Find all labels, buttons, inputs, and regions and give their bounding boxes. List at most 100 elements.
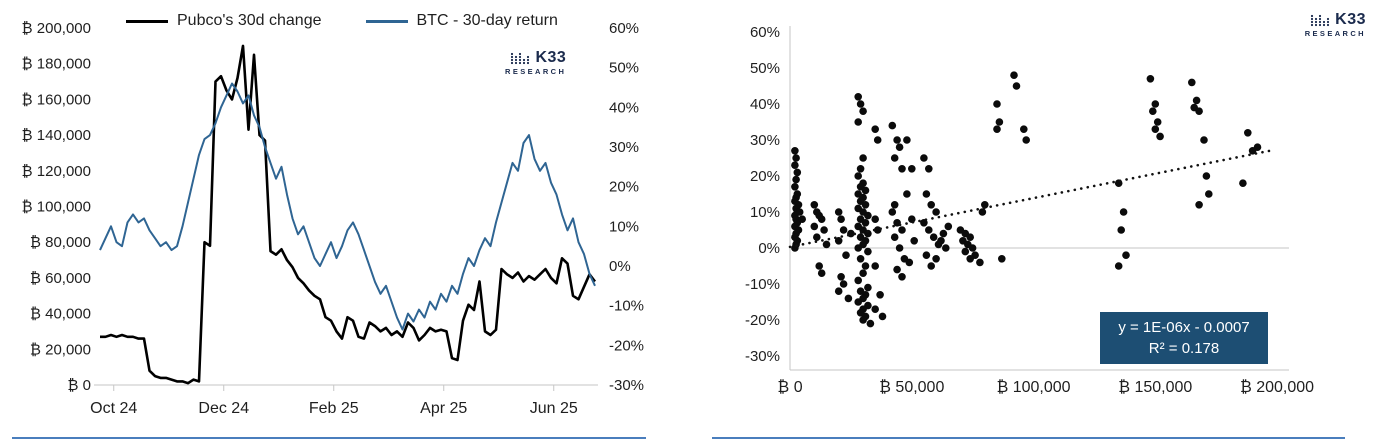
data-point	[1010, 71, 1018, 79]
brand-name: K33	[1335, 11, 1366, 28]
legend: Pubco's 30d change BTC - 30-day return	[126, 12, 558, 30]
data-point	[792, 154, 800, 162]
pubco-btc-line-chart-panel: Oct 24 Dec 24 Feb 25 Apr 25 Jun 25 ₿ 0 ₿ 20,00…	[12, 12, 646, 439]
data-point	[1151, 100, 1160, 108]
data-point	[791, 147, 799, 155]
data-point	[1146, 75, 1155, 83]
data-point	[842, 251, 850, 259]
legend-label-pubco: Pubco's 30d change	[177, 12, 322, 29]
data-point	[864, 211, 872, 220]
data-point	[795, 208, 804, 216]
data-point	[1195, 107, 1203, 115]
data-point	[817, 215, 826, 223]
y-tick-label: -20%	[745, 312, 780, 329]
data-point	[839, 226, 848, 234]
regression-r2: R² = 0.178	[1148, 340, 1220, 357]
data-point	[1153, 118, 1162, 126]
data-point	[939, 229, 948, 238]
data-point	[822, 240, 831, 249]
y-right-label: -20%	[609, 337, 644, 354]
data-point	[1020, 125, 1028, 133]
k33-logo-row: K33	[510, 50, 566, 66]
data-point	[927, 201, 935, 209]
y-left-label: ₿ 0	[67, 377, 91, 394]
data-point	[839, 280, 848, 288]
scatter-chart-panel: ₿ 0 ₿ 50,000 ₿ 100,000 ₿ 150,000 ₿ 200,000 -3…	[690, 0, 1380, 445]
data-point	[893, 265, 901, 274]
x-tick-label: Apr 25	[420, 400, 467, 417]
y-left-label: ₿ 80,000	[30, 234, 91, 251]
data-point	[922, 251, 931, 259]
data-point	[898, 273, 906, 281]
y-right-label: 60%	[609, 20, 639, 37]
y-tick-label: -10%	[745, 276, 780, 293]
y-left-label: ₿ 60,000	[30, 270, 91, 287]
data-point	[910, 237, 918, 245]
data-point	[1149, 107, 1157, 115]
data-point	[861, 219, 870, 227]
data-point	[817, 269, 826, 278]
data-point	[932, 208, 940, 216]
data-point	[922, 190, 931, 198]
x-tick-label: ₿ 50,000	[879, 378, 944, 396]
y-tick-label: 10%	[750, 204, 780, 221]
data-point	[834, 237, 843, 245]
data-point	[1122, 251, 1130, 259]
panel-divider	[12, 437, 646, 439]
data-point	[791, 183, 799, 191]
data-point	[1114, 262, 1123, 270]
data-point	[871, 215, 879, 223]
y-tick-label: 60%	[750, 24, 780, 41]
y-tick-label: 0%	[758, 240, 780, 257]
data-point	[944, 222, 953, 231]
data-point	[837, 273, 845, 281]
data-point	[927, 262, 935, 270]
data-point	[925, 226, 933, 234]
y-tick-label: 30%	[750, 132, 780, 149]
series-line-0	[100, 44, 597, 385]
data-point	[995, 118, 1004, 126]
y-right-label: 40%	[609, 99, 639, 116]
data-point	[976, 258, 984, 267]
data-point	[1192, 96, 1201, 105]
data-point	[1195, 201, 1203, 209]
data-point	[888, 208, 897, 216]
data-point	[966, 233, 974, 241]
data-point	[878, 312, 887, 321]
brand-name: K33	[535, 49, 567, 66]
data-point	[859, 107, 867, 115]
data-point	[815, 262, 823, 270]
data-point	[898, 226, 906, 234]
x-tick-label: Oct 24	[90, 400, 137, 417]
y-right-label: 0%	[609, 258, 631, 275]
y-left-label: ₿ 160,000	[22, 91, 92, 108]
data-point	[810, 201, 819, 209]
data-point	[890, 233, 899, 241]
y-right-label: -30%	[609, 377, 644, 394]
data-point	[793, 168, 802, 177]
btc-line-swatch	[365, 19, 408, 23]
x-tick-label: ₿ 100,000	[996, 378, 1070, 396]
pubco-line-swatch	[126, 19, 168, 23]
k33-dots-icon	[511, 52, 530, 64]
x-tick-label: Jun 25	[530, 400, 578, 417]
data-point	[866, 319, 875, 328]
y-left-label: ₿ 180,000	[22, 56, 92, 73]
data-point	[864, 247, 872, 256]
regression-equation: y = 1E-06x - 0.0007	[1118, 319, 1250, 336]
data-point	[1248, 147, 1257, 155]
data-point	[966, 254, 974, 263]
data-point	[859, 316, 867, 324]
y-right-label: 20%	[609, 179, 639, 196]
data-point	[859, 154, 867, 162]
k33-logo-row: K33	[1310, 12, 1366, 28]
data-point	[998, 254, 1006, 263]
data-point	[854, 276, 862, 285]
data-point	[861, 262, 870, 270]
data-point	[810, 222, 819, 231]
legend-item-pubco: Pubco's 30d change	[126, 12, 322, 30]
y-right-label: 30%	[609, 139, 639, 156]
data-point	[1205, 190, 1213, 198]
data-point	[890, 201, 899, 209]
